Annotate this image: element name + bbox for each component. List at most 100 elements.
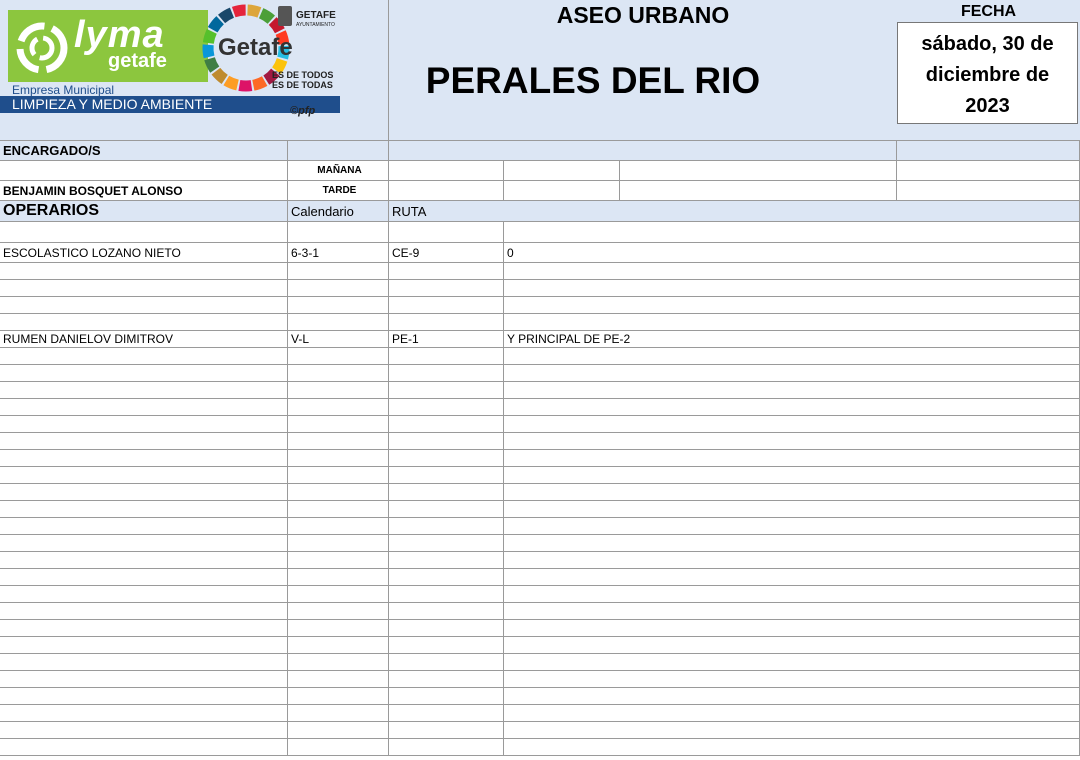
cell (389, 467, 504, 484)
cell (389, 297, 504, 314)
ring-segment (268, 17, 285, 34)
cell (504, 297, 1080, 314)
cell (389, 222, 504, 243)
motto: ES DE TODAS (272, 80, 333, 90)
cell (288, 467, 389, 484)
city: Getafe (218, 34, 293, 61)
cell (897, 141, 1080, 161)
ring-segment (263, 68, 280, 85)
cell (504, 569, 1080, 586)
ring-segment (211, 67, 228, 85)
cell (389, 399, 504, 416)
cell (288, 280, 389, 297)
cell (389, 382, 504, 399)
cell (288, 535, 389, 552)
cell (504, 450, 1080, 467)
cell (504, 399, 1080, 416)
cell (389, 181, 504, 201)
ring-segment (231, 4, 246, 18)
coat-of-arms (278, 6, 292, 26)
cell (389, 450, 504, 467)
ring-segment (202, 28, 217, 44)
cell (288, 739, 389, 756)
cell (504, 348, 1080, 365)
cell-text: ESCOLASTICO LOZANO NIETO (0, 243, 288, 263)
cell (504, 222, 1080, 243)
cell (389, 671, 504, 688)
cell (504, 671, 1080, 688)
cell-text: RUTA (389, 201, 1080, 222)
divider (388, 0, 389, 141)
cell (504, 620, 1080, 637)
cell (389, 688, 504, 705)
cell (0, 705, 288, 722)
cell (288, 348, 389, 365)
cell (288, 399, 389, 416)
cell-text: TARDE (288, 181, 389, 201)
cell (389, 620, 504, 637)
cell (0, 569, 288, 586)
date-label: FECHA (960, 3, 1017, 20)
cell (389, 586, 504, 603)
cell (288, 620, 389, 637)
cell (897, 181, 1080, 201)
cell (0, 671, 288, 688)
cell-text: V-L (288, 331, 389, 348)
cell (0, 161, 288, 181)
cell (0, 297, 288, 314)
cell (0, 688, 288, 705)
cell (288, 654, 389, 671)
cell (389, 569, 504, 586)
ring-segment (258, 8, 275, 24)
cell (288, 603, 389, 620)
department: LIMPIEZA Y MEDIO AMBIENTE (0, 96, 340, 113)
cell-text: 0 (504, 243, 1080, 263)
cell (0, 722, 288, 739)
ring-segment (202, 44, 215, 59)
cell (0, 518, 288, 535)
cell (504, 637, 1080, 654)
cell (288, 297, 389, 314)
cell (504, 705, 1080, 722)
motto: ES DE TODOS (272, 70, 334, 80)
cell (288, 416, 389, 433)
cell-text: RUMEN DANIELOV DIMITROV (0, 331, 288, 348)
ring-segment (247, 4, 262, 18)
cell (504, 467, 1080, 484)
cell (389, 348, 504, 365)
cell (0, 484, 288, 501)
cell (0, 433, 288, 450)
cell (389, 433, 504, 450)
cell (0, 314, 288, 331)
cell (389, 637, 504, 654)
cell (504, 382, 1080, 399)
cell (897, 161, 1080, 181)
ring-segment (275, 30, 290, 45)
cell (504, 365, 1080, 382)
cell-text: CE-9 (389, 243, 504, 263)
cell (389, 501, 504, 518)
cell (0, 603, 288, 620)
ring-segment (238, 79, 253, 92)
cell (0, 467, 288, 484)
cell (389, 280, 504, 297)
ring-segment (272, 57, 288, 74)
cell (0, 552, 288, 569)
cell-text: OPERARIOS (0, 201, 288, 222)
cell (288, 222, 389, 243)
cell (389, 263, 504, 280)
sdg-ring (202, 4, 290, 92)
cell (0, 739, 288, 756)
cell (504, 501, 1080, 518)
cell (504, 722, 1080, 739)
cell (288, 365, 389, 382)
cell (0, 637, 288, 654)
ring-segment (204, 56, 220, 73)
cell (0, 586, 288, 603)
cell-text: PE-1 (389, 331, 504, 348)
cell (0, 620, 288, 637)
cell (389, 518, 504, 535)
cell-text: ENCARGADO/S (0, 141, 288, 161)
cell (504, 688, 1080, 705)
